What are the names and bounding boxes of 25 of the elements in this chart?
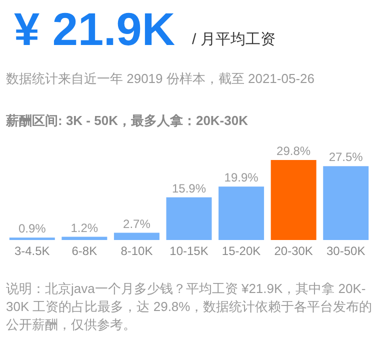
bar xyxy=(323,166,369,240)
x-tick-label: 20-30K xyxy=(274,244,313,258)
data-label: 2.7% xyxy=(123,216,151,231)
x-tick-label: 8-10K xyxy=(120,244,153,258)
data-label: 15.9% xyxy=(172,181,206,196)
x-tick-label: 3-4.5K xyxy=(14,244,50,258)
data-label: 1.2% xyxy=(70,220,98,235)
text: 薪酬区间: 3K - 50K，最多人拿：20K-30K xyxy=(6,112,248,130)
bar xyxy=(218,186,264,240)
chart-subtitle: / 月平均工资 xyxy=(192,30,276,49)
data-label: 27.5% xyxy=(328,150,364,164)
x-tick-label: 30-50K xyxy=(326,244,366,258)
chart-title: ¥ 21.9K xyxy=(14,2,176,56)
x-tick-label: 15-20K xyxy=(222,244,261,258)
x-tick-label: 10-15K xyxy=(170,244,208,258)
data-label: 19.9% xyxy=(224,170,259,185)
data-label: 0.9% xyxy=(18,222,46,236)
bar xyxy=(114,232,160,240)
text: 说明：北京java一个月多少钱？平均工资 ¥21.9K，其中拿 20K-30K 工资的占比最多，达 29.8%，数据统计依赖于各平台发布的公开薪酬，仅供参考。 xyxy=(6,280,374,334)
bar xyxy=(270,160,316,240)
bar xyxy=(62,236,108,240)
x-tick-label: 6-8K xyxy=(72,244,98,258)
text: 数据统计来自近一年 29019 份样本，截至 2021-05-26 xyxy=(6,70,314,88)
data-label: 29.8% xyxy=(276,144,311,158)
bar xyxy=(166,197,212,240)
